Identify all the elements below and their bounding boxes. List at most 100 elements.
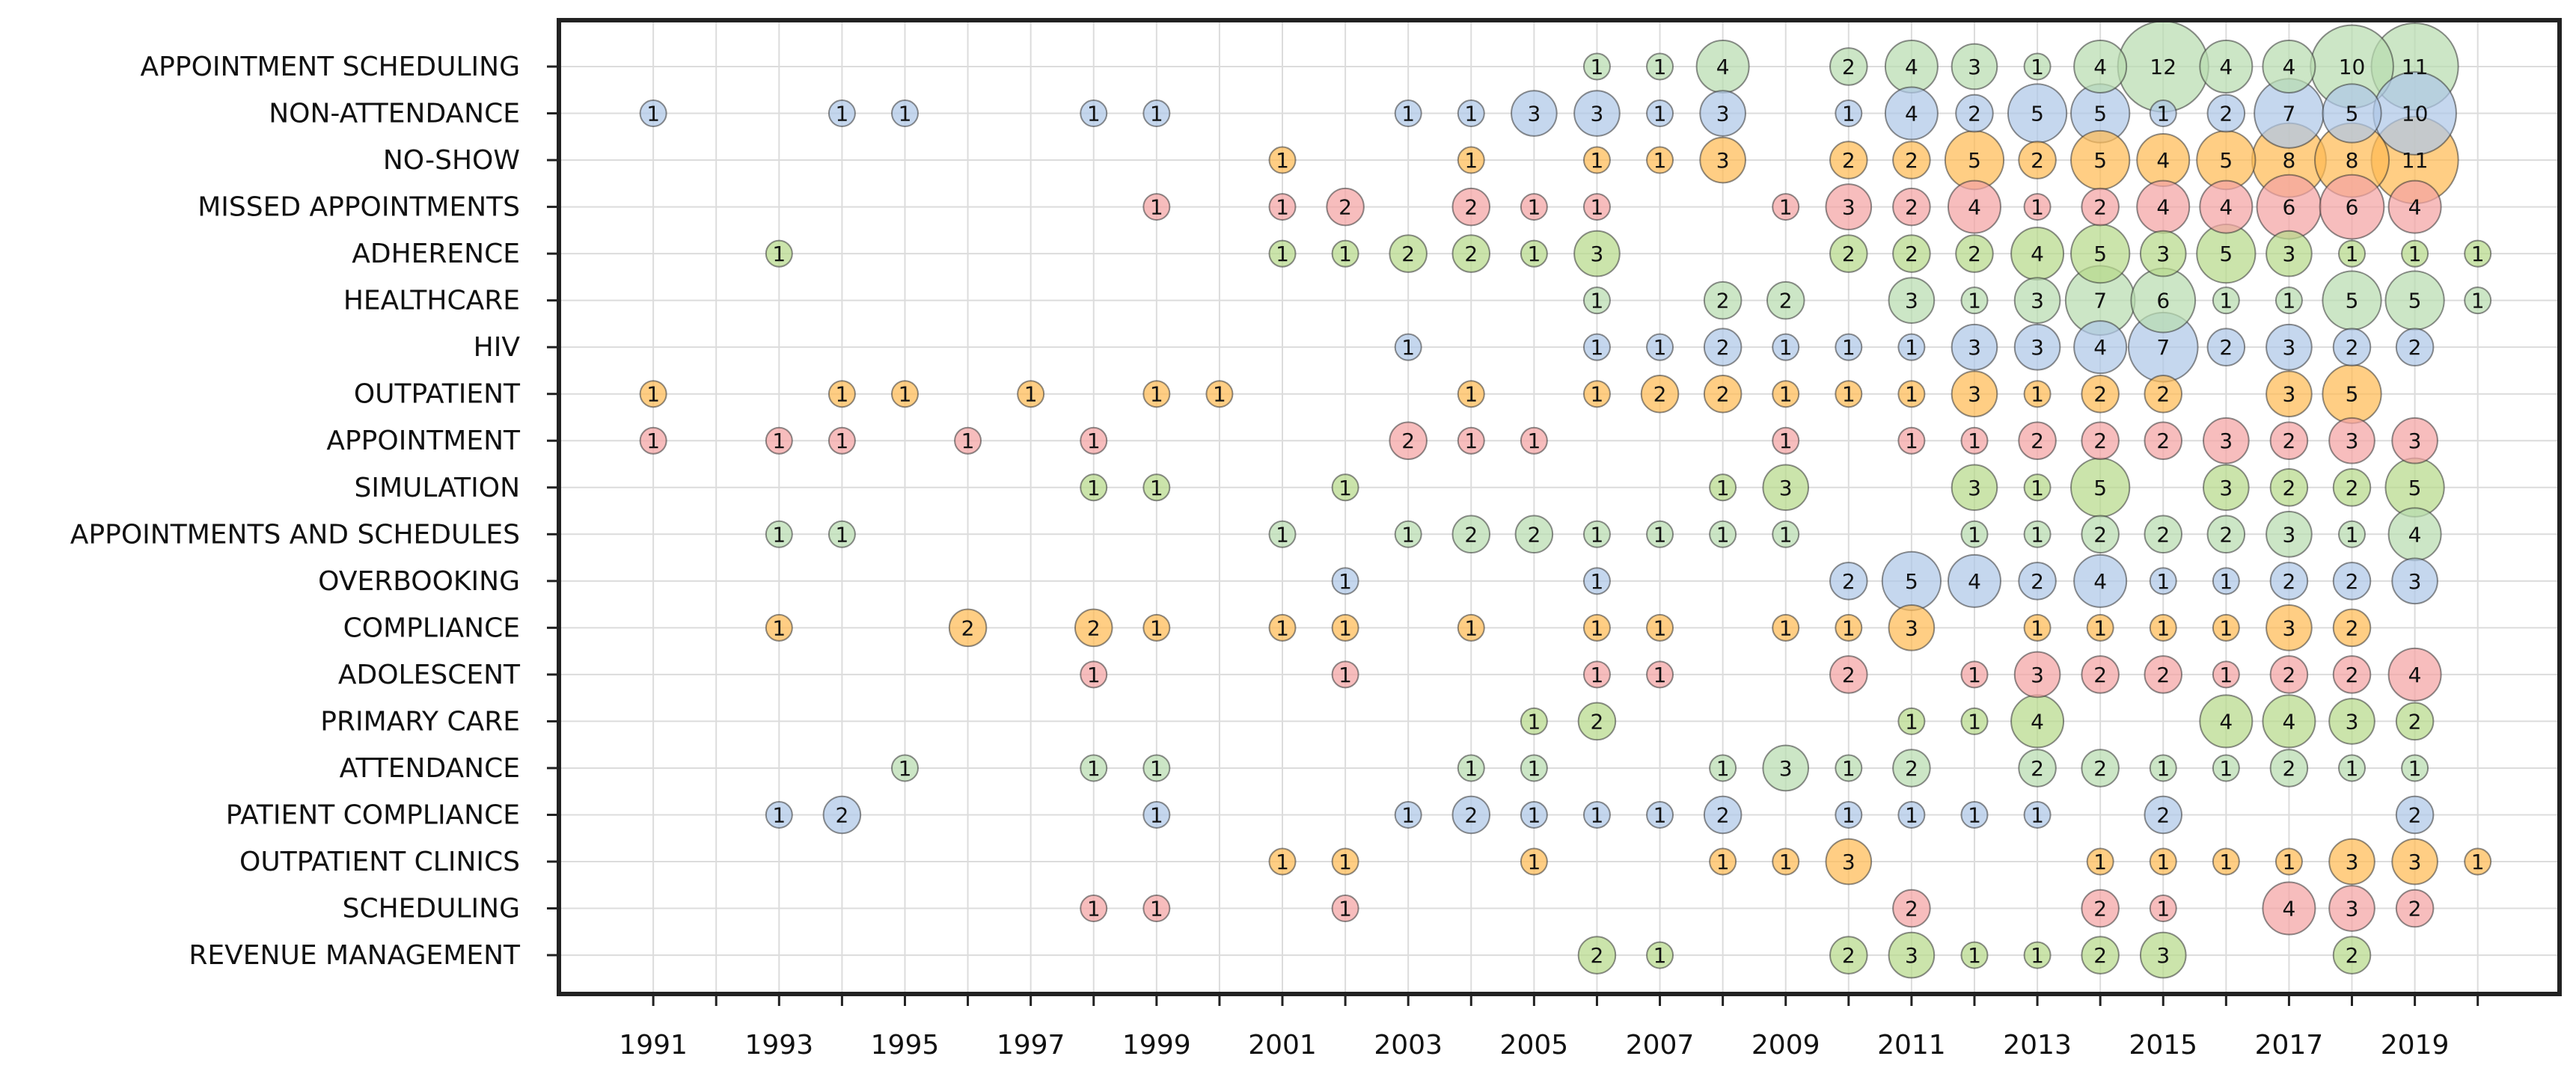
bubble-label: 1: [1968, 663, 1981, 687]
bubble: [2144, 515, 2182, 554]
bubble-label: 1: [1464, 616, 1478, 640]
bubble: [2018, 562, 2057, 601]
bubble: [2332, 608, 2372, 648]
bubble: [890, 380, 919, 408]
bubble: [890, 754, 919, 782]
plot-frame: [557, 18, 2562, 996]
bubble-label: 1: [1339, 569, 1352, 594]
bubble-label: 1: [899, 102, 912, 126]
bubble-label: 1: [646, 429, 660, 453]
bubble: [1582, 613, 1611, 642]
bubble-label: 1: [1401, 522, 1415, 547]
bubble-label: 1: [2346, 756, 2359, 781]
bubble-label: 3: [2283, 616, 2296, 640]
bubble-label: 3: [1591, 242, 1604, 266]
bubble-label: 1: [1401, 335, 1415, 360]
bubble: [2338, 754, 2367, 782]
bubble-label: 1: [1527, 850, 1541, 874]
bubble: [1577, 702, 1617, 741]
bubble: [1331, 239, 1359, 268]
bubble: [2149, 847, 2177, 876]
bubble: [1947, 180, 2001, 234]
bubble: [1772, 847, 1800, 876]
bubble: [2199, 40, 2254, 93]
bubble-label: 2: [1464, 522, 1478, 547]
bubble-label: 2: [1968, 242, 1981, 266]
bubble-label: 1: [1150, 102, 1163, 126]
bubble-label: 2: [2156, 382, 2170, 407]
bubble: [1835, 613, 1863, 642]
bubble: [827, 520, 856, 548]
bubble-label: 1: [1527, 429, 1541, 453]
bubble: [2023, 520, 2052, 548]
bubble-label: 4: [2408, 663, 2422, 687]
bubble-label: 4: [2408, 195, 2422, 220]
bubble: [2387, 647, 2442, 702]
y-tick-label: APPOINTMENT: [326, 426, 521, 456]
bubble-label: 1: [1150, 616, 1163, 640]
bubble-label: 1: [1968, 522, 1981, 547]
bubble: [1520, 847, 1548, 876]
bubble: [1888, 277, 1936, 324]
bubble: [1457, 380, 1485, 408]
bubble: [2262, 881, 2316, 936]
bubble: [2212, 613, 2240, 642]
bubble: [1960, 800, 1989, 829]
bubble: [1142, 473, 1171, 502]
bubble: [1897, 800, 1926, 829]
bubble: [822, 795, 862, 835]
bubble-label: 1: [2219, 756, 2233, 781]
bubble-label: 3: [2408, 569, 2422, 594]
bubble: [1582, 146, 1611, 174]
bubble-label: 2: [1591, 709, 1604, 734]
bubble-label: 1: [2219, 850, 2233, 874]
bubble: [2081, 936, 2120, 975]
bubble-label: 5: [2219, 242, 2233, 266]
bubble-label: 1: [1591, 148, 1604, 173]
bubble: [1451, 795, 1491, 835]
bubble: [1772, 613, 1800, 642]
bubble: [1080, 660, 1108, 689]
bubble: [2464, 847, 2492, 876]
bubble: [1080, 895, 1108, 923]
bubble-label: 1: [1464, 148, 1478, 173]
bubble: [2081, 655, 2120, 694]
bubble-label: 3: [2346, 850, 2359, 874]
bubble-label: 1: [1779, 382, 1793, 407]
bubble-label: 4: [2219, 55, 2233, 79]
bubble-label: 3: [1905, 616, 1918, 640]
bubble: [1825, 838, 1873, 886]
bubble-label: 1: [2471, 850, 2485, 874]
bubble: [1514, 515, 1554, 554]
bubble-label: 4: [2219, 195, 2233, 220]
bubble-label: 1: [835, 102, 848, 126]
bubble-label: 2: [1464, 242, 1478, 266]
bubble-label: 2: [1905, 242, 1918, 266]
bubble-label: 2: [1842, 569, 1855, 594]
bubble: [2149, 613, 2177, 642]
bubble: [2081, 187, 2120, 227]
bubble: [2139, 931, 2187, 979]
bubble-label: 2: [2408, 897, 2422, 921]
bubble-label: 5: [2346, 102, 2359, 126]
bubble: [639, 426, 667, 455]
bubble-label: 1: [2471, 242, 2485, 266]
bubble: [827, 426, 856, 455]
bubble-label: 1: [2156, 756, 2170, 781]
bubble: [1457, 146, 1485, 174]
bubble-label: 1: [899, 756, 912, 781]
y-tick-label: APPOINTMENT SCHEDULING: [141, 52, 520, 82]
bubble-label: 1: [1276, 522, 1289, 547]
bubble-label: 2: [1842, 242, 1855, 266]
bubble: [1582, 286, 1611, 315]
bubble: [2332, 562, 2372, 601]
bubble: [1205, 380, 1234, 408]
bubble-label: 1: [1653, 522, 1667, 547]
bubble-label: 2: [2156, 803, 2170, 827]
bubble: [2391, 417, 2438, 464]
bubble-label: 10: [2402, 102, 2429, 126]
bubble-label: 1: [1150, 195, 1163, 220]
bubble-label: 2: [1464, 803, 1478, 827]
bubble: [2013, 323, 2061, 371]
